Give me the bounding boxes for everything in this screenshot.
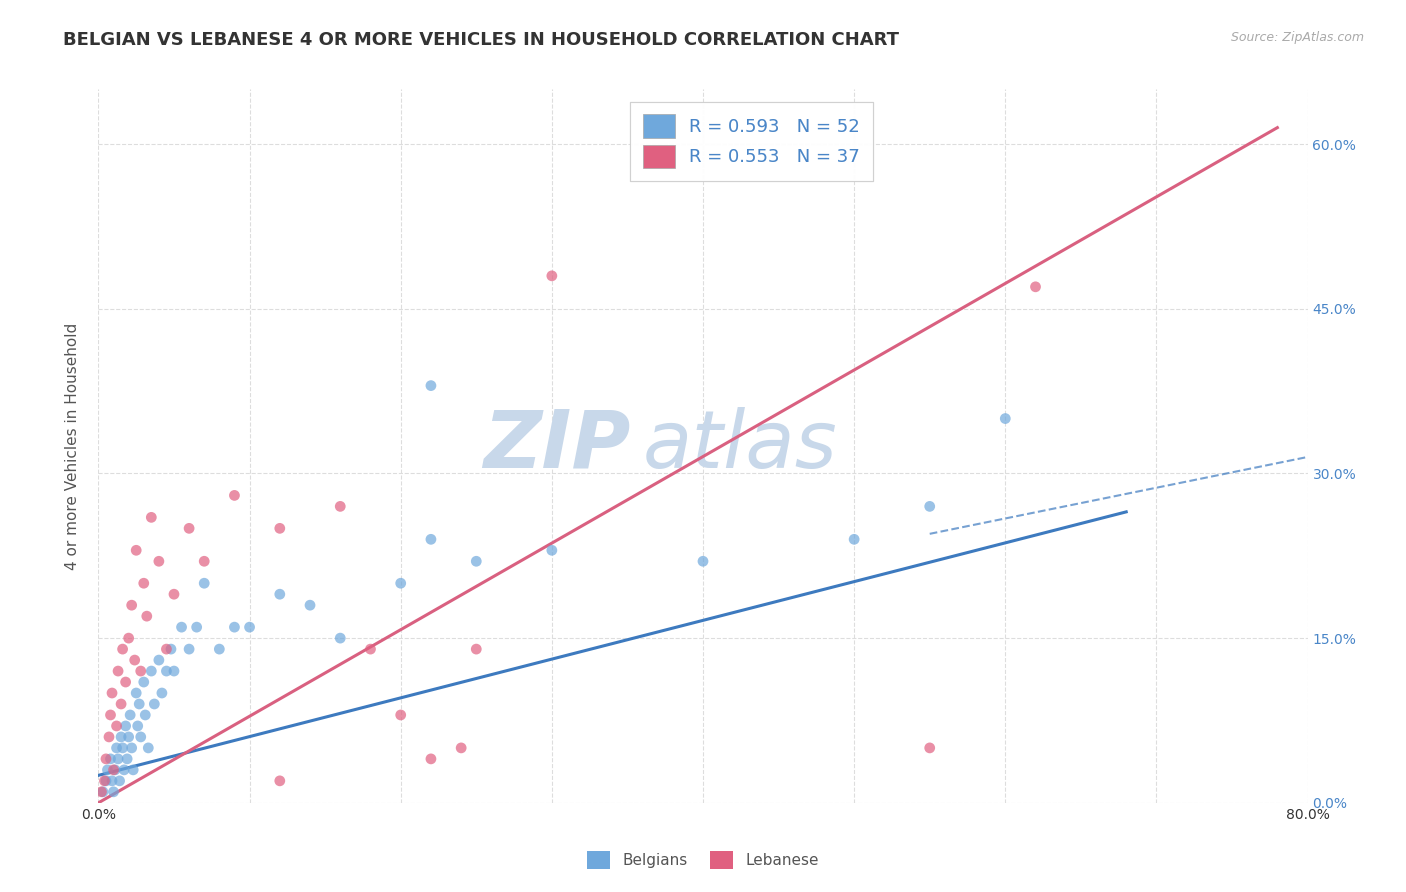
- Point: [918, 500, 941, 514]
- Point: [160, 642, 183, 657]
- Point: [143, 697, 166, 711]
- Point: [208, 642, 231, 657]
- Point: [132, 675, 155, 690]
- Point: [115, 752, 138, 766]
- Point: [122, 763, 145, 777]
- Point: [692, 554, 714, 568]
- Point: [360, 642, 382, 657]
- Point: [465, 642, 488, 657]
- Point: [1024, 280, 1046, 294]
- Point: [163, 664, 186, 678]
- Point: [110, 697, 132, 711]
- Point: [111, 642, 134, 657]
- Point: [91, 785, 114, 799]
- Text: atlas: atlas: [643, 407, 838, 485]
- Point: [114, 719, 136, 733]
- Point: [101, 686, 124, 700]
- Point: [389, 576, 412, 591]
- Point: [121, 740, 143, 755]
- Point: [110, 730, 132, 744]
- Point: [141, 664, 163, 678]
- Point: [141, 510, 163, 524]
- Text: ZIP: ZIP: [484, 407, 630, 485]
- Point: [132, 576, 155, 591]
- Text: BELGIAN VS LEBANESE 4 OR MORE VEHICLES IN HOUSEHOLD CORRELATION CHART: BELGIAN VS LEBANESE 4 OR MORE VEHICLES I…: [63, 31, 900, 49]
- Point: [127, 719, 149, 733]
- Point: [450, 740, 472, 755]
- Point: [224, 620, 246, 634]
- Point: [100, 708, 122, 723]
- Legend: R = 0.593   N = 52, R = 0.553   N = 37: R = 0.593 N = 52, R = 0.553 N = 37: [630, 102, 873, 181]
- Point: [94, 752, 117, 766]
- Point: [150, 686, 173, 700]
- Point: [994, 411, 1017, 425]
- Point: [101, 773, 124, 788]
- Point: [114, 675, 136, 690]
- Point: [844, 533, 866, 547]
- Point: [93, 773, 115, 788]
- Point: [107, 664, 129, 678]
- Point: [179, 642, 201, 657]
- Point: [918, 740, 941, 755]
- Point: [239, 620, 262, 634]
- Point: [329, 631, 352, 645]
- Point: [94, 773, 117, 788]
- Point: [389, 708, 412, 723]
- Point: [129, 730, 152, 744]
- Point: [420, 533, 443, 547]
- Point: [299, 598, 322, 612]
- Point: [329, 500, 352, 514]
- Point: [420, 378, 443, 392]
- Point: [104, 763, 127, 777]
- Point: [269, 773, 291, 788]
- Point: [420, 752, 443, 766]
- Text: Source: ZipAtlas.com: Source: ZipAtlas.com: [1230, 31, 1364, 45]
- Point: [224, 488, 246, 502]
- Point: [465, 554, 488, 568]
- Point: [90, 785, 112, 799]
- Point: [100, 752, 122, 766]
- Point: [193, 576, 215, 591]
- Point: [125, 686, 148, 700]
- Point: [121, 598, 143, 612]
- Point: [540, 268, 562, 283]
- Point: [108, 773, 131, 788]
- Point: [112, 763, 135, 777]
- Legend: Belgians, Lebanese: Belgians, Lebanese: [581, 845, 825, 875]
- Point: [105, 719, 128, 733]
- Point: [125, 543, 148, 558]
- Point: [148, 554, 170, 568]
- Point: [170, 620, 193, 634]
- Point: [134, 708, 156, 723]
- Point: [103, 763, 125, 777]
- Point: [155, 664, 177, 678]
- Point: [96, 763, 118, 777]
- Point: [124, 653, 146, 667]
- Point: [129, 664, 152, 678]
- Y-axis label: 4 or more Vehicles in Household: 4 or more Vehicles in Household: [65, 322, 80, 570]
- Point: [98, 730, 121, 744]
- Point: [135, 609, 157, 624]
- Point: [118, 631, 141, 645]
- Point: [105, 740, 128, 755]
- Point: [179, 521, 201, 535]
- Point: [120, 708, 142, 723]
- Point: [269, 521, 291, 535]
- Point: [136, 740, 159, 755]
- Point: [186, 620, 208, 634]
- Point: [155, 642, 177, 657]
- Point: [118, 730, 141, 744]
- Point: [148, 653, 170, 667]
- Point: [107, 752, 129, 766]
- Point: [163, 587, 186, 601]
- Point: [269, 587, 291, 601]
- Point: [103, 785, 125, 799]
- Point: [540, 543, 562, 558]
- Point: [111, 740, 134, 755]
- Point: [128, 697, 150, 711]
- Point: [193, 554, 215, 568]
